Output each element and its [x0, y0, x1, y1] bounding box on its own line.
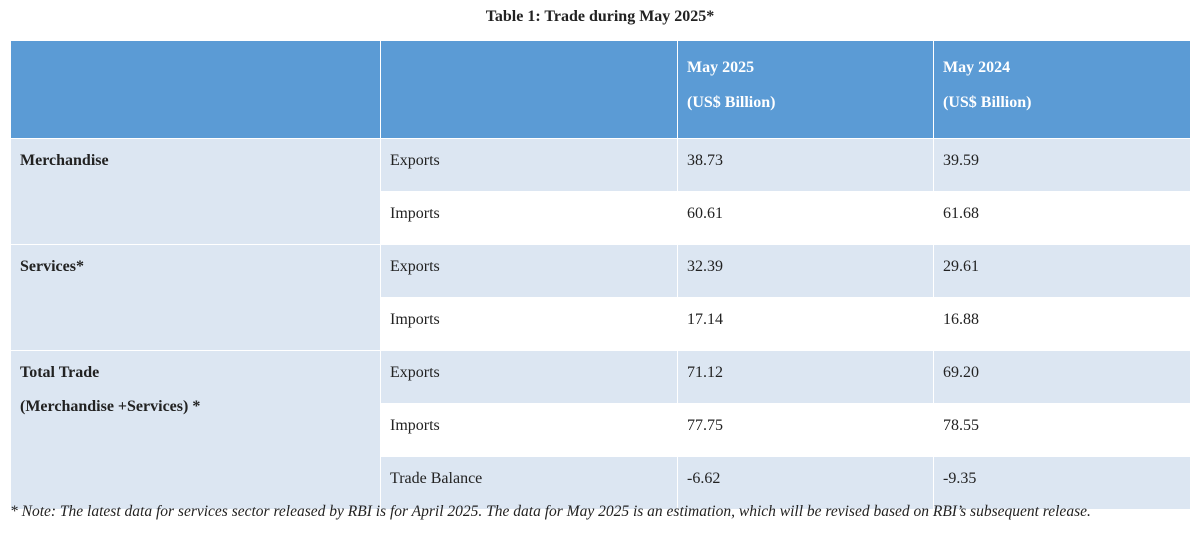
row-label: Exports	[380, 244, 678, 298]
cell-may-2025: 38.73	[677, 138, 934, 192]
cell-may-2025: -6.62	[677, 456, 934, 510]
group-merchandise: Merchandise	[10, 138, 381, 245]
header-may-2024: May 2024 (US$ Billion)	[933, 40, 1191, 139]
footnote: * Note: The latest data for services sec…	[10, 503, 1091, 520]
table-row: Services* Exports 32.39 29.61	[10, 244, 1191, 351]
header-may-2024-label: May 2024	[943, 59, 1011, 76]
group-total-trade: Total Trade (Merchandise +Services) *	[10, 350, 381, 510]
row-label: Imports	[380, 297, 678, 351]
cell-may-2025: 32.39	[677, 244, 934, 298]
cell-may-2025: 17.14	[677, 297, 934, 351]
cell-may-2024: 39.59	[933, 138, 1191, 192]
table-row: Imports 17.14 16.88	[11, 297, 1191, 351]
cell-may-2024: -9.35	[933, 456, 1191, 510]
table-title: Table 1: Trade during May 2025*	[485, 8, 715, 25]
cell-may-2025: 71.12	[677, 350, 934, 404]
row-label: Exports	[380, 350, 678, 404]
cell-may-2024: 78.55	[933, 403, 1191, 457]
table-row: Total Trade (Merchandise +Services) * Ex…	[10, 350, 1191, 510]
cell-may-2024: 61.68	[933, 191, 1191, 245]
row-label: Exports	[380, 138, 678, 192]
header-category	[10, 40, 381, 139]
row-label: Imports	[380, 191, 678, 245]
row-label: Trade Balance	[380, 456, 678, 510]
table-row: Merchandise Exports 38.73 39.59	[10, 138, 1191, 245]
table-row: Imports 60.61 61.68	[11, 191, 1191, 245]
group-total-trade-subtitle: (Merchandise +Services) *	[20, 398, 201, 415]
cell-may-2025: 77.75	[677, 403, 934, 457]
row-label: Imports	[380, 403, 678, 457]
group-services: Services*	[10, 244, 381, 351]
header-row: May 2025 (US$ Billion) May 2024 (US$ Bil…	[10, 40, 1191, 139]
cell-may-2024: 29.61	[933, 244, 1191, 298]
header-may-2025-label: May 2025	[687, 59, 755, 76]
table-row: Trade Balance -6.62 -9.35	[11, 456, 1191, 510]
header-may-2024-unit: (US$ Billion)	[943, 94, 1032, 111]
cell-may-2024: 16.88	[933, 297, 1191, 351]
group-total-trade-title: Total Trade	[20, 364, 100, 381]
table-row: Imports 77.75 78.55	[11, 403, 1191, 457]
header-may-2025-unit: (US$ Billion)	[687, 94, 776, 111]
header-may-2025: May 2025 (US$ Billion)	[677, 40, 934, 139]
cell-may-2024: 69.20	[933, 350, 1191, 404]
trade-table: May 2025 (US$ Billion) May 2024 (US$ Bil…	[10, 40, 1191, 510]
cell-may-2025: 60.61	[677, 191, 934, 245]
header-flow	[380, 40, 678, 139]
